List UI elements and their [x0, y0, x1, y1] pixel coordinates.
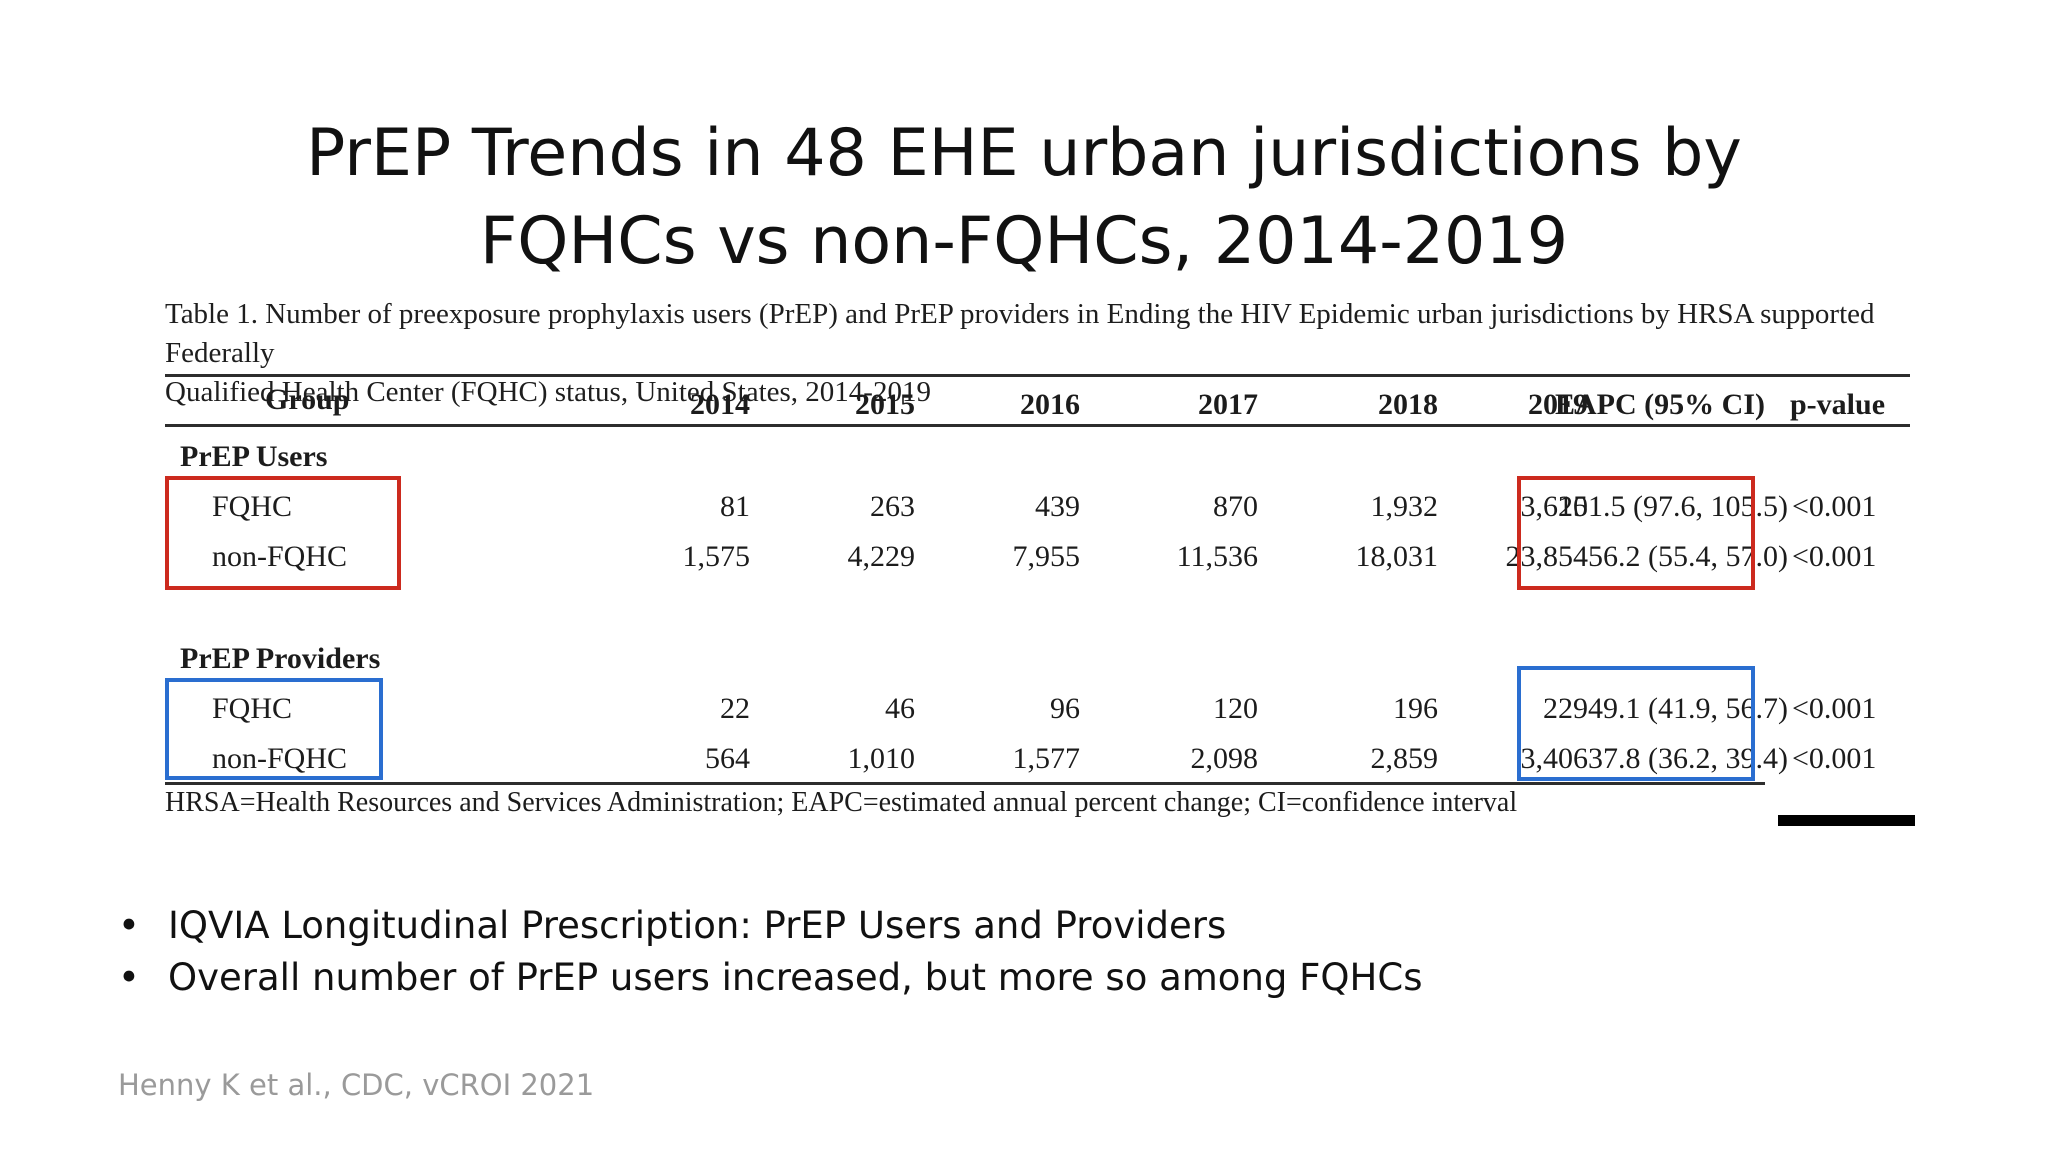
table-footnote: HRSA=Health Resources and Services Admin… — [165, 787, 1518, 818]
cell-value: 1,932 — [1370, 490, 1439, 523]
cell-value: 2,859 — [1370, 742, 1439, 775]
row-group-label: FQHC — [212, 490, 293, 523]
bullet-text: Overall number of PrEP users increased, … — [168, 956, 1423, 999]
slide-title-line-1: PrEP Trends in 48 EHE urban jurisdiction… — [306, 115, 1742, 191]
cell-value: 22 — [720, 692, 750, 725]
bullet-list: • IQVIA Longitudinal Prescription: PrEP … — [118, 900, 1918, 1004]
bullet-item: • IQVIA Longitudinal Prescription: PrEP … — [118, 900, 1918, 952]
table-caption: Table 1. Number of preexposure prophylax… — [165, 295, 1885, 412]
cell-pvalue: <0.001 — [1792, 540, 1877, 573]
cell-value: 96 — [1050, 692, 1080, 725]
cell-value: 3,625 — [1520, 490, 1589, 523]
highlight-box-providers-group — [165, 678, 383, 780]
header-2016: 2016 — [1020, 388, 1080, 421]
section-title-prep-users: PrEP Users — [180, 440, 328, 473]
row-group-label: FQHC — [212, 692, 293, 725]
header-2017: 2017 — [1198, 388, 1258, 421]
cell-pvalue: <0.001 — [1792, 742, 1877, 775]
header-pvalue: p-value — [1790, 388, 1886, 421]
cell-value: 1,577 — [1012, 742, 1081, 775]
header-eapc: EAPC (95% CI) — [1555, 388, 1765, 421]
cell-value: 2,098 — [1190, 742, 1259, 775]
header-group: Group — [265, 383, 350, 416]
bullet-marker: • — [118, 904, 140, 947]
table-bottom-rule — [165, 782, 1765, 785]
cell-eapc: 101.5 (97.6, 105.5) — [1558, 490, 1788, 523]
slide-title-line-2: FQHCs vs non-FQHCs, 2014-2019 — [479, 203, 1569, 279]
header-2014: 2014 — [690, 388, 750, 421]
cell-value: 81 — [720, 490, 750, 523]
citation: Henny K et al., CDC, vCROI 2021 — [118, 1068, 595, 1102]
cell-value: 1,575 — [682, 540, 751, 573]
highlight-box-providers-eapc — [1517, 666, 1755, 781]
cell-value: 229 — [1543, 692, 1588, 725]
slide-title: PrEP Trends in 48 EHE urban jurisdiction… — [0, 110, 2048, 286]
bullet-text: IQVIA Longitudinal Prescription: PrEP Us… — [168, 904, 1227, 947]
table-caption-line-1: Table 1. Number of preexposure prophylax… — [165, 298, 1875, 369]
cell-value: 120 — [1213, 692, 1258, 725]
highlight-box-users-group — [165, 476, 401, 590]
header-2015: 2015 — [855, 388, 915, 421]
cell-value: 11,536 — [1176, 540, 1258, 573]
header-2019: 2019 — [1528, 388, 1588, 421]
cell-value: 263 — [870, 490, 915, 523]
cell-value: 7,955 — [1012, 540, 1081, 573]
header-2018: 2018 — [1378, 388, 1438, 421]
cell-pvalue: <0.001 — [1792, 490, 1877, 523]
cell-pvalue: <0.001 — [1792, 692, 1877, 725]
bullet-marker: • — [118, 956, 140, 999]
cell-value: 46 — [885, 692, 915, 725]
black-marker-bar — [1778, 815, 1915, 826]
cell-value: 4,229 — [847, 540, 916, 573]
row-group-label: non-FQHC — [212, 742, 348, 775]
cell-value: 3,406 — [1520, 742, 1589, 775]
table-caption-line-2: Qualified Health Center (FQHC) status, U… — [165, 376, 931, 408]
cell-value: 196 — [1393, 692, 1438, 725]
row-group-label: non-FQHC — [212, 540, 348, 573]
section-title-prep-providers: PrEP Providers — [180, 642, 381, 675]
table-top-rule — [165, 374, 1910, 377]
highlight-box-users-eapc — [1517, 476, 1755, 590]
bullet-item: • Overall number of PrEP users increased… — [118, 952, 1918, 1004]
cell-value: 870 — [1213, 490, 1258, 523]
cell-value: 18,031 — [1355, 540, 1439, 573]
cell-value: 564 — [705, 742, 750, 775]
cell-value: 439 — [1035, 490, 1080, 523]
table-header-rule — [165, 424, 1910, 427]
cell-value: 1,010 — [847, 742, 916, 775]
